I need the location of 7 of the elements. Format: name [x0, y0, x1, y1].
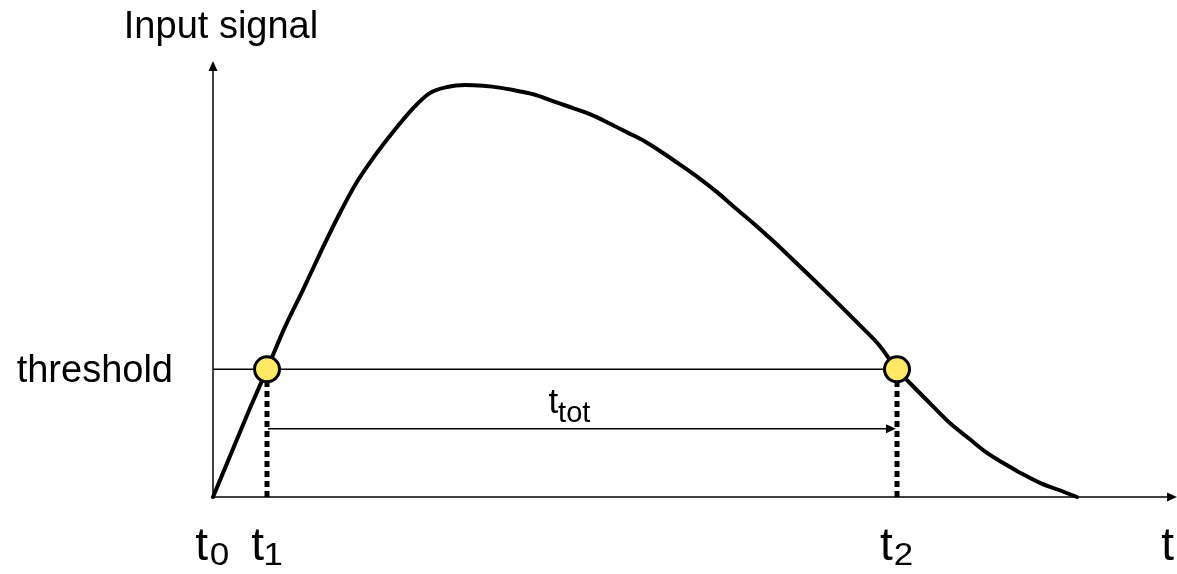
- x-axis-title: t: [1161, 518, 1175, 570]
- x-tick-label: t₂: [879, 510, 915, 572]
- x-tick-label: t₀: [195, 510, 231, 572]
- y-axis-title: Input signal: [123, 4, 319, 46]
- x-tick-label: t₁: [251, 510, 283, 572]
- ref-line-label: threshold: [16, 348, 173, 391]
- annotation: t$_{tot}$: [548, 380, 591, 428]
